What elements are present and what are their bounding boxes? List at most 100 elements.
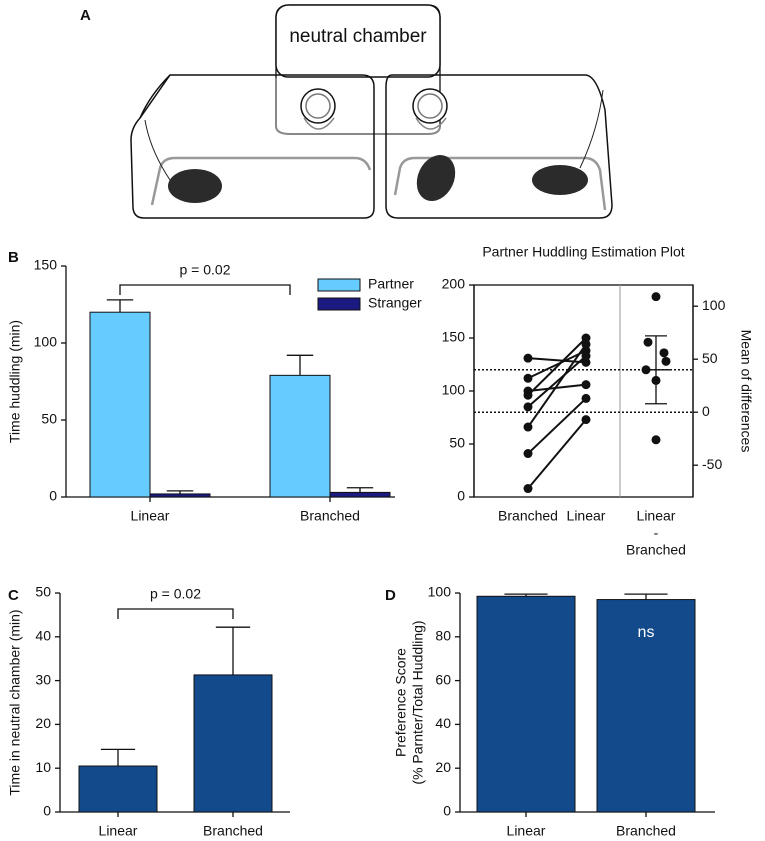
chamber-top: [275, 4, 441, 78]
point: [581, 380, 591, 390]
point: [523, 353, 533, 363]
error-bar: [624, 593, 668, 600]
error-bar: [166, 490, 194, 494]
y-tick-label: -50: [702, 456, 722, 472]
error-bar: [286, 354, 314, 376]
y-tick-label: 0: [43, 803, 51, 819]
error-bar: [346, 487, 374, 493]
y-tick-label: 100: [428, 584, 452, 600]
panel-label: B: [8, 249, 19, 266]
y-tick-label: 50: [449, 435, 465, 451]
point: [581, 339, 591, 349]
y-tick-label: 30: [35, 671, 51, 687]
point: [581, 357, 591, 367]
panel-label: A: [80, 7, 91, 24]
legend-swatch: [317, 297, 361, 311]
pair-line: [527, 337, 587, 396]
x-tick-label: Branched: [616, 823, 676, 839]
right-chamber: [385, 74, 613, 219]
axis-label: (% Parnter/Total Huddling): [410, 620, 426, 784]
pair-line: [527, 355, 587, 408]
point: [581, 393, 591, 403]
y-tick-label: 100: [702, 297, 726, 313]
point: [523, 449, 533, 459]
y-tick-label: 10: [35, 759, 51, 775]
pair-line: [527, 397, 587, 455]
pair-line: [527, 343, 587, 428]
y-tick-label: 80: [435, 628, 451, 644]
x-tick-label: Branched: [300, 508, 360, 524]
significance-label: p = 0.02: [150, 586, 201, 602]
bar: [149, 493, 211, 498]
y-tick-label: 40: [435, 715, 451, 731]
point: [581, 333, 591, 343]
legend-label: Stranger: [368, 295, 422, 311]
panel-label: D: [385, 587, 396, 604]
axis-label: Time huddling (min): [7, 320, 23, 443]
y-tick-label: 0: [702, 403, 710, 419]
pair-line: [527, 349, 587, 380]
left-floor: [150, 156, 372, 206]
point: [581, 415, 591, 425]
axis-label: Preference Score: [393, 648, 409, 757]
y-tick-label: 20: [435, 759, 451, 775]
tubes: [300, 88, 448, 130]
bar-note: ns: [638, 624, 655, 641]
legend-swatch: [317, 278, 361, 292]
axis-label: Mean of differences: [738, 330, 754, 453]
bar: [89, 311, 151, 498]
pair-line: [527, 357, 587, 364]
difference-point: [651, 292, 661, 302]
axis-label: Time in neutral chamber (min): [7, 609, 23, 795]
error-bar: [215, 626, 251, 675]
point: [523, 422, 533, 432]
chamber-floor: [275, 78, 441, 135]
point: [523, 390, 533, 400]
difference-point: [659, 348, 669, 358]
y-tick-label: 150: [442, 329, 466, 345]
x-tick-label: Branched: [498, 508, 558, 524]
error-bar: [504, 593, 548, 597]
bar: [596, 599, 696, 813]
chart-title: Partner Huddling Estimation Plot: [482, 244, 684, 260]
significance-label: p = 0.02: [180, 262, 231, 278]
bar: [78, 765, 158, 813]
point: [523, 484, 533, 494]
y-tick-label: 0: [457, 488, 465, 504]
point: [581, 351, 591, 361]
right-floor: [393, 156, 607, 211]
difference-point: [661, 356, 671, 366]
x-tick-label: Linear: [507, 823, 546, 839]
bar: [329, 491, 391, 498]
chamber-label: neutral chamber: [289, 26, 427, 47]
error-bar: [106, 299, 134, 313]
difference-point: [643, 337, 653, 347]
y-tick-label: 50: [702, 350, 718, 366]
y-tick-label: 0: [49, 488, 57, 504]
bar: [269, 374, 331, 498]
bar: [193, 674, 273, 813]
difference-point: [651, 435, 661, 445]
y-tick-label: 200: [442, 276, 466, 292]
y-tick-label: 150: [34, 257, 58, 273]
x-tick-label: Branched: [626, 542, 686, 558]
plot-frame: [473, 284, 694, 498]
y-tick-label: 100: [34, 334, 58, 350]
y-tick-label: 40: [35, 628, 51, 644]
y-tick-label: 0: [443, 803, 451, 819]
significance-bracket: [117, 608, 234, 619]
error-bar: [100, 748, 136, 767]
y-tick-label: 20: [35, 715, 51, 731]
x-tick-label: Linear: [131, 508, 170, 524]
point: [523, 373, 533, 383]
x-tick-label: Linear: [99, 823, 138, 839]
legend-label: Partner: [368, 276, 414, 292]
y-tick-label: 50: [41, 411, 57, 427]
panel-a: A neutral chamber: [80, 4, 613, 219]
pair-line: [527, 418, 587, 490]
point: [523, 402, 533, 412]
y-tick-label: 50: [35, 584, 51, 600]
voles: [144, 89, 604, 203]
left-chamber-edge: [139, 74, 171, 119]
